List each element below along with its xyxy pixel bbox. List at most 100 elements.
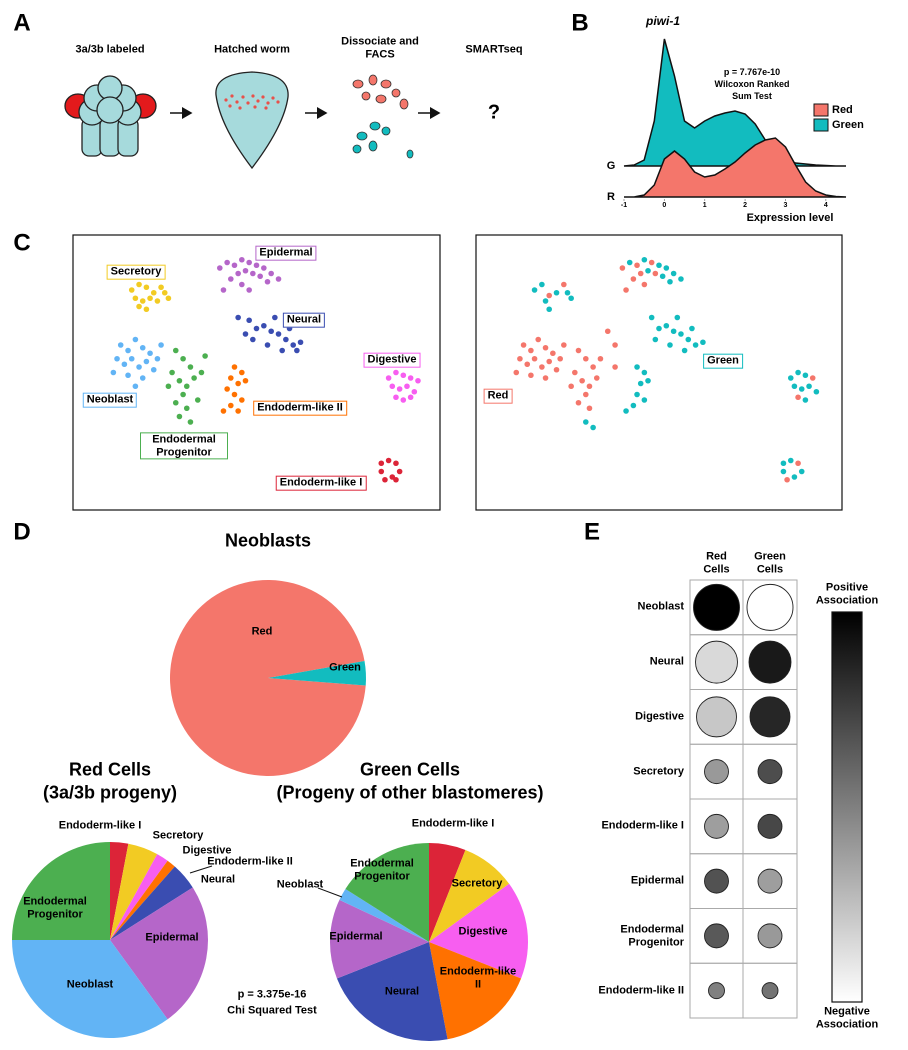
point xyxy=(550,350,556,357)
slice-label: Neoblast xyxy=(66,978,114,991)
association-dot xyxy=(757,813,783,839)
point xyxy=(802,397,809,403)
point xyxy=(139,298,146,304)
slice-label: Neural xyxy=(384,985,420,998)
association-dot xyxy=(704,813,729,839)
point xyxy=(700,339,706,346)
point xyxy=(396,386,403,392)
point xyxy=(678,331,684,337)
x-tick-label: 2 xyxy=(743,202,747,209)
point xyxy=(557,355,563,362)
point xyxy=(139,375,146,381)
point xyxy=(579,377,585,384)
chart-title: Red Cells xyxy=(68,759,152,780)
point xyxy=(110,369,117,376)
point xyxy=(634,262,640,269)
point xyxy=(393,476,399,483)
dissociated-cells xyxy=(352,74,414,159)
point xyxy=(202,353,208,359)
legend-label: Green xyxy=(832,119,864,131)
cluster-label: Digestive xyxy=(363,352,421,368)
point xyxy=(400,397,407,403)
point xyxy=(568,383,574,390)
point xyxy=(235,380,241,387)
point xyxy=(535,336,542,343)
panel-letter: B xyxy=(571,9,588,36)
point xyxy=(132,295,139,302)
point xyxy=(656,262,662,269)
point xyxy=(787,375,794,381)
point xyxy=(670,270,677,277)
point xyxy=(121,361,128,368)
slice-label: Digestive xyxy=(182,844,232,857)
association-dot xyxy=(749,696,791,738)
point xyxy=(228,375,234,381)
point xyxy=(583,419,589,425)
colorbar-label: Positive Association xyxy=(815,581,879,606)
point xyxy=(176,377,183,384)
point xyxy=(659,273,666,280)
association-dot xyxy=(704,759,729,785)
point xyxy=(235,314,241,321)
association-dot xyxy=(704,868,729,894)
point xyxy=(678,276,684,282)
point xyxy=(597,355,604,362)
point xyxy=(143,284,150,291)
column-label: Green Cells xyxy=(754,550,786,575)
pie-slice xyxy=(268,660,366,686)
point xyxy=(239,256,245,263)
row-label: Endoderm-like I xyxy=(601,820,684,833)
point xyxy=(147,295,153,302)
x-tick-label: 0 xyxy=(662,202,666,209)
cluster-label: Green xyxy=(703,353,743,369)
point xyxy=(250,336,256,343)
point xyxy=(246,259,252,266)
point xyxy=(125,347,131,354)
association-dot xyxy=(748,640,792,684)
cluster-label: Endoderm-like I xyxy=(275,475,367,491)
point xyxy=(235,270,241,277)
point xyxy=(539,364,545,370)
hatched-worm xyxy=(215,71,289,170)
point xyxy=(809,375,816,381)
point xyxy=(187,419,194,425)
point xyxy=(242,377,249,384)
pie-slice xyxy=(110,866,193,940)
slice-label: Neoblast xyxy=(276,878,324,891)
point xyxy=(393,369,399,376)
point xyxy=(513,369,520,376)
point xyxy=(261,265,267,271)
point xyxy=(158,284,164,291)
point xyxy=(623,408,629,414)
colorbar-label: Negative Association xyxy=(815,1005,879,1030)
point xyxy=(685,336,692,343)
point xyxy=(652,336,659,343)
point xyxy=(667,342,673,348)
point xyxy=(125,372,131,379)
point xyxy=(520,342,527,348)
point xyxy=(154,298,161,304)
point xyxy=(198,369,205,376)
association-dot xyxy=(757,923,783,949)
association-dot xyxy=(757,868,783,894)
row-label: Secretory xyxy=(633,765,684,778)
point xyxy=(114,355,120,362)
point xyxy=(407,394,414,401)
point xyxy=(784,476,790,483)
point xyxy=(128,355,135,362)
point xyxy=(593,375,600,381)
leader-line xyxy=(317,887,343,898)
point xyxy=(242,267,249,274)
point xyxy=(143,358,150,365)
point xyxy=(645,377,651,384)
point xyxy=(583,391,589,398)
association-dot xyxy=(746,583,794,631)
pie-slice xyxy=(429,843,466,942)
point xyxy=(572,369,578,376)
panel-letter: A xyxy=(13,9,30,36)
pie-slice xyxy=(110,843,158,940)
point xyxy=(224,259,230,266)
point xyxy=(630,402,637,409)
point xyxy=(546,358,552,365)
